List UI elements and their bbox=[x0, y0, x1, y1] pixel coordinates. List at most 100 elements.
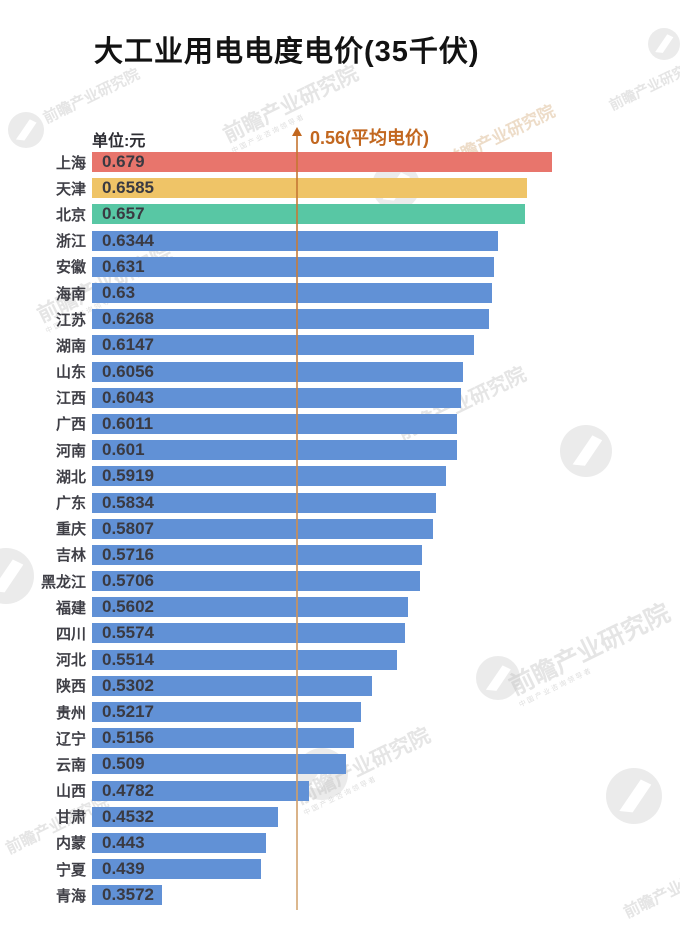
province-label: 湖南 bbox=[55, 337, 86, 355]
bar-chart: 上海 0.679 天津 0.6585 北京 0.657 浙江 0.6344 安徽 0.631 海南 0… bbox=[0, 149, 680, 908]
bar: 0.6011 bbox=[92, 413, 457, 434]
bar-track: 0.5156 bbox=[92, 728, 553, 749]
province-label: 海南 bbox=[55, 285, 86, 303]
bar-row: 江苏 0.6268 bbox=[0, 306, 680, 332]
bar-value: 0.443 bbox=[102, 832, 145, 852]
bar: 0.6147 bbox=[92, 335, 474, 356]
bar-track: 0.5807 bbox=[92, 518, 553, 539]
bar-value: 0.5156 bbox=[102, 728, 154, 748]
province-label: 江西 bbox=[55, 390, 86, 408]
bar-value: 0.657 bbox=[102, 204, 145, 224]
bar: 0.5217 bbox=[92, 702, 361, 723]
brand-logo-watermark-icon bbox=[8, 112, 44, 148]
bar: 0.4532 bbox=[92, 806, 278, 827]
bar-track: 0.5514 bbox=[92, 649, 553, 670]
bar-value: 0.679 bbox=[102, 152, 145, 172]
bar-row: 广东 0.5834 bbox=[0, 489, 680, 515]
bar-track: 0.6147 bbox=[92, 335, 553, 356]
bar: 0.3572 bbox=[92, 885, 162, 906]
bar-row: 辽宁 0.5156 bbox=[0, 725, 680, 751]
province-label: 云南 bbox=[55, 756, 86, 774]
bar-row: 甘肃 0.4532 bbox=[0, 804, 680, 830]
bar: 0.5716 bbox=[92, 544, 422, 565]
province-label: 青海 bbox=[55, 887, 86, 905]
bar-value: 0.6585 bbox=[102, 178, 154, 198]
bar-track: 0.6056 bbox=[92, 361, 553, 382]
bar-track: 0.6585 bbox=[92, 178, 553, 199]
bar: 0.5574 bbox=[92, 623, 405, 644]
brand-logo-watermark-icon bbox=[648, 28, 680, 60]
brand-watermark-text: 前瞻产业研究院 bbox=[40, 65, 143, 128]
bar-row: 黑龙江 0.5706 bbox=[0, 568, 680, 594]
bar-row: 海南 0.63 bbox=[0, 280, 680, 306]
bar-track: 0.6043 bbox=[92, 387, 553, 408]
bar-row: 山西 0.4782 bbox=[0, 778, 680, 804]
province-label: 北京 bbox=[55, 206, 86, 224]
bar-value: 0.631 bbox=[102, 256, 145, 276]
bar: 0.5302 bbox=[92, 675, 372, 696]
bar-value: 0.6011 bbox=[102, 413, 154, 433]
bar: 0.679 bbox=[92, 152, 552, 173]
bar-value: 0.5834 bbox=[102, 492, 154, 512]
bar-value: 0.601 bbox=[102, 440, 145, 460]
bar-value: 0.3572 bbox=[102, 885, 154, 905]
bar-track: 0.6344 bbox=[92, 230, 553, 251]
bar: 0.63 bbox=[92, 283, 492, 304]
province-label: 贵州 bbox=[55, 704, 86, 722]
province-label: 四川 bbox=[55, 625, 86, 643]
bar: 0.631 bbox=[92, 256, 494, 277]
average-line bbox=[296, 136, 298, 910]
bar-row: 重庆 0.5807 bbox=[0, 516, 680, 542]
province-label: 陕西 bbox=[55, 678, 86, 696]
bar-value: 0.4532 bbox=[102, 806, 154, 826]
bar-row: 河北 0.5514 bbox=[0, 647, 680, 673]
bar-value: 0.5706 bbox=[102, 571, 154, 591]
province-label: 江苏 bbox=[55, 311, 86, 329]
bar: 0.6043 bbox=[92, 387, 461, 408]
bar-value: 0.509 bbox=[102, 754, 145, 774]
bar-row: 河南 0.601 bbox=[0, 437, 680, 463]
bar-value: 0.5217 bbox=[102, 702, 154, 722]
bar: 0.443 bbox=[92, 832, 266, 853]
bar-track: 0.509 bbox=[92, 754, 553, 775]
bar-track: 0.601 bbox=[92, 440, 553, 461]
bar-track: 0.63 bbox=[92, 283, 553, 304]
bar-row: 青海 0.3572 bbox=[0, 882, 680, 908]
bar-row: 山东 0.6056 bbox=[0, 359, 680, 385]
province-label: 河南 bbox=[55, 442, 86, 460]
province-label: 吉林 bbox=[55, 547, 86, 565]
bar-track: 0.5302 bbox=[92, 675, 553, 696]
bar: 0.6056 bbox=[92, 361, 463, 382]
bar: 0.5807 bbox=[92, 518, 433, 539]
bar-track: 0.5574 bbox=[92, 623, 553, 644]
province-label: 重庆 bbox=[55, 521, 86, 539]
bar-row: 云南 0.509 bbox=[0, 751, 680, 777]
bar: 0.5514 bbox=[92, 649, 397, 670]
bar-row: 北京 0.657 bbox=[0, 201, 680, 227]
province-label: 广西 bbox=[55, 416, 86, 434]
bar-track: 0.443 bbox=[92, 832, 553, 853]
bar-track: 0.657 bbox=[92, 204, 553, 225]
bar-value: 0.6268 bbox=[102, 309, 154, 329]
province-label: 湖北 bbox=[55, 468, 86, 486]
province-label: 甘肃 bbox=[55, 809, 86, 827]
bar: 0.5602 bbox=[92, 597, 408, 618]
bar: 0.5706 bbox=[92, 571, 420, 592]
bar-row: 贵州 0.5217 bbox=[0, 699, 680, 725]
bar: 0.6585 bbox=[92, 178, 527, 199]
bar-value: 0.5602 bbox=[102, 597, 154, 617]
bar-row: 四川 0.5574 bbox=[0, 620, 680, 646]
bar-row: 上海 0.679 bbox=[0, 149, 680, 175]
province-label: 天津 bbox=[55, 180, 86, 198]
bar-row: 浙江 0.6344 bbox=[0, 228, 680, 254]
bar-value: 0.5716 bbox=[102, 544, 154, 564]
bar-row: 宁夏 0.439 bbox=[0, 856, 680, 882]
bar-value: 0.5514 bbox=[102, 649, 154, 669]
bar: 0.6344 bbox=[92, 230, 498, 251]
bar: 0.4782 bbox=[92, 780, 309, 801]
bar-row: 天津 0.6585 bbox=[0, 175, 680, 201]
bar: 0.5834 bbox=[92, 492, 436, 513]
province-label: 河北 bbox=[55, 652, 86, 670]
bar-track: 0.4532 bbox=[92, 806, 553, 827]
